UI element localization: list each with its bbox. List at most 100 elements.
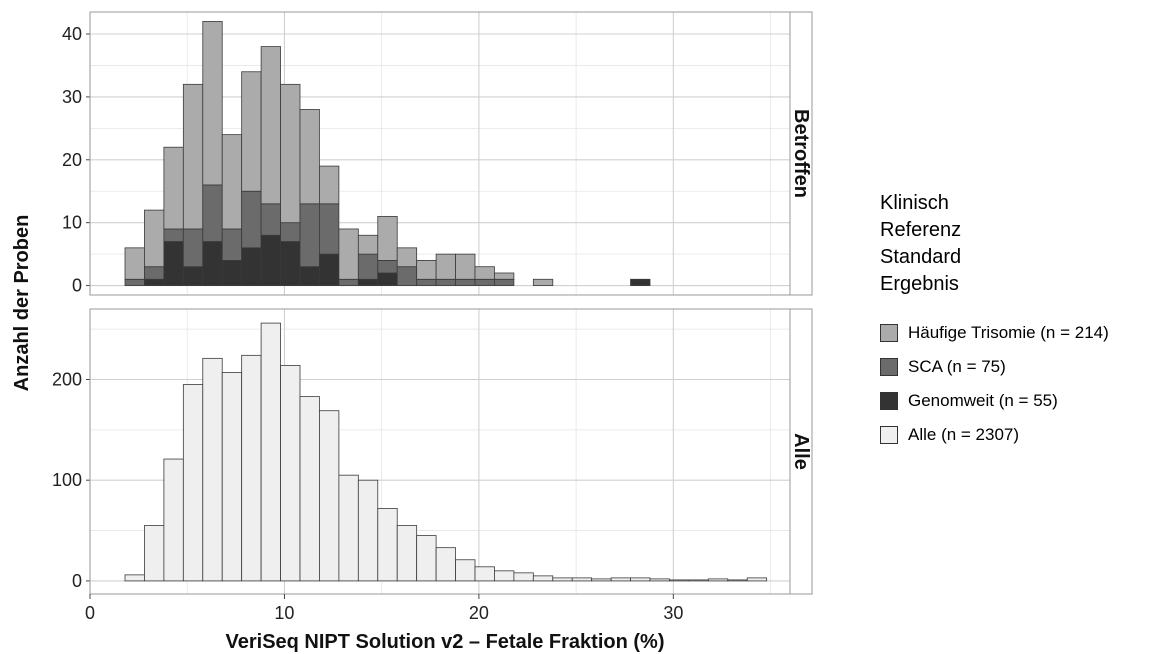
bar	[377, 260, 398, 274]
legend-label: Alle (n = 2307)	[908, 425, 1020, 444]
bar	[299, 266, 320, 286]
bar	[124, 574, 145, 582]
bar	[202, 184, 223, 242]
strip-label: Betroffen	[790, 109, 812, 198]
bar	[552, 577, 573, 582]
bar	[182, 384, 204, 582]
bar	[532, 278, 554, 286]
bar	[746, 577, 768, 582]
x-axis-title: VeriSeq NIPT Solution v2 – Fetale Frakti…	[226, 631, 665, 653]
bar	[474, 266, 495, 280]
bar	[610, 577, 631, 582]
bar	[241, 247, 262, 286]
bar	[377, 272, 398, 286]
bar	[280, 83, 301, 224]
bar	[163, 228, 184, 242]
bar	[319, 165, 340, 205]
bar	[396, 266, 418, 286]
y-axis-title: Anzahl der Proben	[11, 215, 33, 392]
bar	[260, 322, 281, 582]
y-tick-label: 0	[72, 571, 82, 591]
bar	[144, 525, 165, 582]
y-tick-label: 30	[62, 87, 82, 107]
bar	[513, 572, 534, 582]
bar	[455, 559, 476, 582]
bar	[202, 21, 223, 186]
bar	[182, 228, 204, 268]
bar	[202, 241, 223, 286]
bar	[455, 278, 476, 286]
bar	[241, 190, 262, 249]
x-tick-label: 30	[663, 603, 683, 623]
bar	[416, 278, 437, 286]
bar	[163, 146, 184, 230]
legend-item-sca: SCA (n = 75)	[880, 350, 1109, 384]
legend-title-line: Referenz	[880, 219, 962, 241]
bar	[319, 203, 340, 255]
bar	[377, 215, 398, 261]
legend-swatch	[880, 426, 898, 444]
bar	[202, 357, 223, 582]
bar	[260, 46, 281, 205]
bar	[319, 253, 340, 286]
y-tick-label: 200	[52, 369, 82, 389]
legend-swatch	[880, 392, 898, 410]
legend-swatch	[880, 324, 898, 342]
legend-label: Genomweit (n = 55)	[908, 391, 1058, 410]
bar	[396, 525, 418, 582]
x-tick-label: 0	[85, 603, 95, 623]
bar	[630, 577, 651, 582]
legend-item-genomweit: Genomweit (n = 55)	[880, 384, 1109, 418]
bar	[357, 278, 379, 286]
bar	[299, 203, 320, 268]
bar	[435, 253, 456, 280]
bar	[182, 83, 204, 230]
bar	[669, 579, 690, 582]
bar	[435, 547, 456, 582]
bar	[435, 278, 456, 286]
bar	[727, 579, 748, 582]
legend: Klinisch Referenz Standard Ergebnis Häuf…	[880, 190, 1109, 452]
bar	[474, 566, 495, 582]
bar	[260, 203, 281, 236]
bar	[221, 372, 243, 582]
bar	[260, 234, 281, 286]
bar	[707, 578, 729, 582]
legend-label: Häufige Trisomie (n = 214)	[908, 323, 1109, 342]
y-tick-label: 10	[62, 213, 82, 233]
y-tick-label: 40	[62, 24, 82, 44]
bar	[280, 222, 301, 242]
y-tick-label: 100	[52, 470, 82, 490]
bar	[163, 241, 184, 286]
bar	[688, 579, 709, 582]
panel-alle: 0 100 200 Alle	[52, 308, 813, 595]
legend-title-line: Ergebnis	[880, 273, 959, 295]
bar	[357, 479, 379, 582]
bar	[357, 234, 379, 255]
bar	[221, 134, 243, 230]
bar	[144, 278, 165, 286]
legend-item-trisomie: Häufige Trisomie (n = 214)	[880, 316, 1109, 350]
bar	[144, 209, 165, 268]
legend-label: SCA (n = 75)	[908, 357, 1006, 376]
y-tick-label: 0	[72, 276, 82, 296]
bar	[630, 278, 651, 286]
bar	[396, 247, 418, 268]
strip-background	[789, 308, 813, 595]
bar	[163, 458, 184, 582]
bar	[494, 278, 515, 286]
bar	[241, 354, 262, 582]
bar	[357, 253, 379, 280]
legend-title: Klinisch Referenz Standard Ergebnis	[880, 190, 1109, 298]
legend-title-line: Standard	[880, 246, 962, 268]
bar	[280, 364, 301, 582]
legend-swatch	[880, 358, 898, 376]
bar	[221, 260, 243, 286]
bar	[377, 507, 398, 582]
bar	[494, 272, 515, 280]
bar	[182, 266, 204, 286]
x-tick-label: 10	[274, 603, 294, 623]
legend-title-line: Klinisch	[880, 192, 949, 214]
bar	[494, 570, 515, 582]
